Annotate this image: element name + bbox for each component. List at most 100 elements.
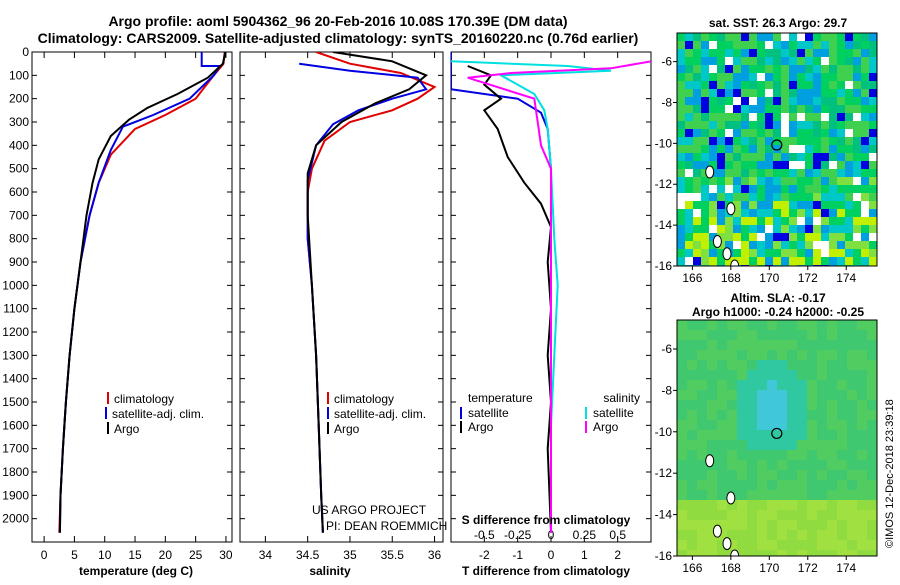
map-cell: [685, 145, 693, 153]
map-cell: [749, 249, 757, 257]
map-cell: [827, 420, 837, 430]
map-cell: [789, 193, 797, 201]
map-cell: [717, 330, 727, 340]
map-cell: [709, 193, 717, 201]
map-cell: [817, 510, 827, 520]
map-cell: [789, 233, 797, 241]
map-cell: [749, 57, 757, 65]
x-tick-label: 25: [189, 548, 203, 562]
map-cell: [701, 89, 709, 97]
map-cell: [757, 121, 765, 129]
map-cell: [857, 470, 867, 480]
island-shape: [726, 491, 736, 505]
map-cell: [807, 380, 817, 390]
map-cell: [693, 97, 701, 105]
map-cell: [817, 440, 827, 450]
map-cell: [837, 249, 845, 257]
map-cell: [827, 470, 837, 480]
map-cell: [845, 193, 853, 201]
map-cell: [765, 73, 773, 81]
map-cell: [781, 129, 789, 137]
map-cell: [797, 430, 807, 440]
map-cell: [867, 490, 877, 500]
map-cell: [757, 81, 765, 89]
map-cell: [787, 400, 797, 410]
map-cell: [737, 470, 747, 480]
map-cell: [827, 320, 837, 330]
map-cell: [857, 450, 867, 460]
map-cell: [861, 257, 869, 265]
difference-axis: -2 -1 0 1 2 -0.5 -0.25 0 0.25 0.5: [451, 51, 651, 562]
map-cell: [767, 340, 777, 350]
map-cell: [789, 201, 797, 209]
temperature-axis: 0 5 10 15 20 25 300100200300400500600700800900…: [2, 45, 233, 562]
map-cell: [857, 540, 867, 550]
figure-title-line-1: Argo profile: aoml 5904362_96 20-Feb-201…: [108, 13, 567, 29]
map-cell: [701, 233, 709, 241]
x-tick-label-salinity: 0.25: [573, 528, 597, 542]
map-cell: [861, 209, 869, 217]
map-cell: [837, 400, 847, 410]
map-cell: [687, 500, 697, 510]
map-cell: [677, 400, 687, 410]
map-cell: [797, 420, 807, 430]
map-cell: [693, 185, 701, 193]
map-cell: [725, 161, 733, 169]
map-cell: [861, 169, 869, 177]
map-cell: [687, 360, 697, 370]
legend-label-s-argo: Argo: [593, 420, 619, 434]
map-cell: [861, 177, 869, 185]
map-cell: [693, 177, 701, 185]
map-cell: [709, 49, 717, 57]
map-cell: [687, 420, 697, 430]
map-cell: [765, 97, 773, 105]
map-cell: [767, 370, 777, 380]
map-cell: [847, 400, 857, 410]
map-cell: [757, 510, 767, 520]
map-cell: [853, 113, 861, 121]
map-cell: [787, 530, 797, 540]
map-cell: [781, 257, 789, 265]
map-cell: [869, 81, 877, 89]
map-cell: [827, 540, 837, 550]
map-cell: [829, 201, 837, 209]
map-cell: [773, 169, 781, 177]
map-cell: [787, 420, 797, 430]
map-cell: [789, 209, 797, 217]
map-cell: [747, 320, 757, 330]
map-cell: [677, 81, 685, 89]
map-cell: [717, 380, 727, 390]
map-cell: [787, 450, 797, 460]
map-cell: [765, 153, 773, 161]
map-cell: [727, 350, 737, 360]
map-cell: [707, 440, 717, 450]
map-cell: [827, 370, 837, 380]
map-cell: [805, 153, 813, 161]
x-tick-label: 15: [128, 548, 142, 562]
map-cell: [867, 510, 877, 520]
map-cell: [845, 145, 853, 153]
map-cell: [685, 241, 693, 249]
map-cell: [741, 33, 749, 41]
x-tick-label: 34.5: [296, 548, 320, 562]
map-cell: [685, 209, 693, 217]
map-cell: [829, 217, 837, 225]
y-tick-label: 700: [9, 208, 29, 222]
map-cell: [821, 113, 829, 121]
map-cell: [757, 169, 765, 177]
map-cell: [797, 225, 805, 233]
map-cell: [725, 153, 733, 161]
salinity-legend: climatology satellite-adj. clim. Argo: [327, 392, 426, 436]
map-cell: [829, 249, 837, 257]
map-cell: [677, 530, 687, 540]
map-cell: [757, 97, 765, 105]
map-cell: [725, 41, 733, 49]
map-cell: [821, 193, 829, 201]
map-cell: [709, 41, 717, 49]
map-cell: [805, 209, 813, 217]
map-cell: [847, 510, 857, 520]
map-cell: [847, 550, 857, 556]
map-cell: [777, 390, 787, 400]
map-cell: [741, 257, 749, 265]
map-cell: [777, 470, 787, 480]
